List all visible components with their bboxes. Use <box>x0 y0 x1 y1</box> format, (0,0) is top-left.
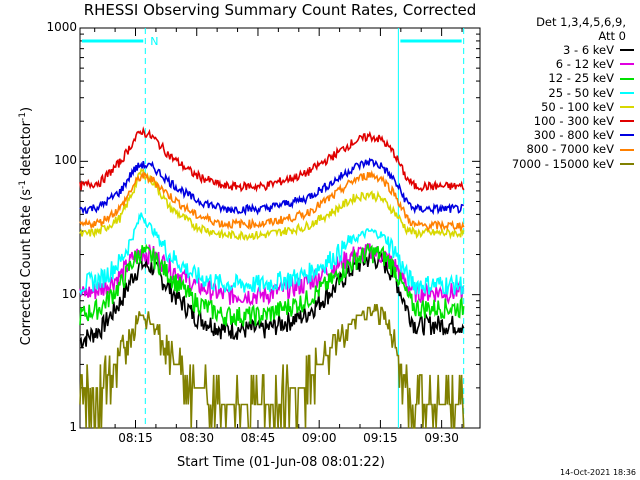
legend-label: 25 - 50 keV <box>548 85 614 100</box>
legend-swatch <box>620 134 634 137</box>
legend-swatch <box>620 63 634 66</box>
flag-label: N <box>150 35 158 48</box>
x-tick-label: 08:15 <box>118 431 153 445</box>
y-axis-label: Corrected Count Rate (s-1 detector-1) <box>17 106 35 346</box>
legend-label: 300 - 800 keV <box>533 128 614 143</box>
legend: Det 1,3,4,5,6,9, Att 0 3 - 6 keV 6 - 12 k… <box>484 15 634 171</box>
legend-swatch <box>620 105 634 108</box>
legend-entry: 800 - 7000 keV <box>484 142 634 156</box>
x-axis-label: Start Time (01-Jun-08 08:01:22) <box>177 455 385 470</box>
legend-header-attenuator: Att 0 <box>598 29 626 43</box>
series-line <box>79 157 465 217</box>
y-tick-label: 1000 <box>46 20 77 34</box>
legend-swatch <box>620 148 634 151</box>
legend-entry: 7000 - 15000 keV <box>484 157 634 171</box>
legend-swatch <box>620 120 634 123</box>
y-tick-label: 100 <box>54 153 77 168</box>
chart-title: RHESSI Observing Summary Count Rates, Co… <box>83 1 477 19</box>
legend-entry: 25 - 50 keV <box>484 86 634 100</box>
series-line <box>79 212 465 297</box>
legend-entry: 50 - 100 keV <box>484 100 634 114</box>
series-line <box>79 243 465 327</box>
legend-label: 12 - 25 keV <box>548 71 614 86</box>
legend-label: 100 - 300 keV <box>533 114 614 129</box>
plot-frame <box>79 27 481 429</box>
x-tick-label: 08:30 <box>179 431 215 445</box>
legend-entry: 100 - 300 keV <box>484 114 634 128</box>
legend-swatch <box>620 49 634 52</box>
x-tick-label: 08:45 <box>240 431 276 445</box>
legend-entry: 6 - 12 keV <box>484 57 634 71</box>
legend-swatch <box>620 162 634 165</box>
series-line <box>79 169 465 232</box>
legend-swatch <box>620 77 634 80</box>
legend-entry: 300 - 800 keV <box>484 128 634 142</box>
x-tick-label: 09:00 <box>301 431 337 445</box>
legend-label: 800 - 7000 keV <box>526 142 614 157</box>
legend-swatch <box>620 91 634 94</box>
legend-entry: 3 - 6 keV <box>484 43 634 57</box>
series-line <box>79 303 465 429</box>
x-tick-label: 09:30 <box>424 431 459 445</box>
series-line <box>79 248 465 349</box>
y-tick-label: 1 <box>69 420 77 434</box>
legend-header-detectors: Det 1,3,4,5,6,9, <box>536 15 626 29</box>
legend-label: 3 - 6 keV <box>563 43 614 57</box>
series-line <box>79 126 465 193</box>
y-tick-label: 10 <box>61 286 77 301</box>
x-tick-label: 09:15 <box>363 431 398 445</box>
footer-timestamp: 14-Oct-2021 18:36 <box>560 468 636 477</box>
legend-label: 7000 - 15000 keV <box>511 156 614 171</box>
legend-label: 6 - 12 keV <box>555 57 614 72</box>
legend-entry: 12 - 25 keV <box>484 71 634 85</box>
legend-label: 50 - 100 keV <box>541 99 614 114</box>
